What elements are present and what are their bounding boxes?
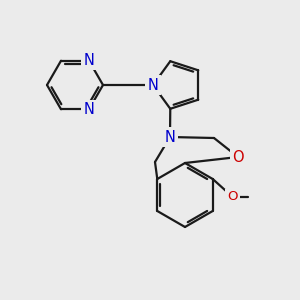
Text: O: O — [232, 149, 244, 164]
Text: O: O — [227, 190, 238, 203]
Text: N: N — [84, 53, 94, 68]
Text: N: N — [148, 77, 158, 92]
Text: N: N — [84, 102, 94, 117]
Text: N: N — [165, 130, 176, 145]
